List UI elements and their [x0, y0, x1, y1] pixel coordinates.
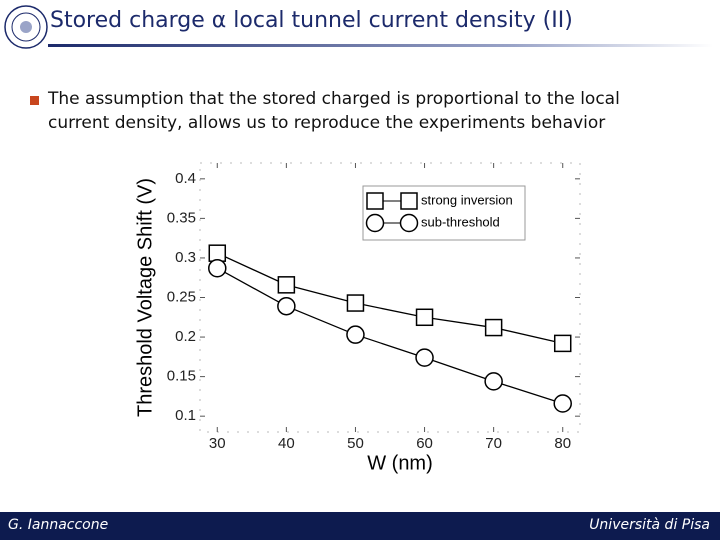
marker	[277, 276, 296, 294]
marker	[208, 244, 227, 262]
legend-box	[362, 185, 526, 241]
series-line	[216, 267, 563, 405]
marker	[553, 394, 572, 413]
title-rule	[48, 44, 713, 47]
bullet-text: current density, allows us to reproduce …	[48, 113, 606, 133]
y-tick-label: 0.2	[175, 328, 196, 345]
series-line	[217, 252, 563, 345]
marker	[208, 258, 227, 278]
bullet-marker	[30, 96, 39, 105]
footer-institution: Università di Pisa	[589, 517, 710, 533]
marker	[484, 372, 503, 391]
marker	[346, 294, 365, 312]
legend-marker	[399, 213, 419, 233]
y-tick-label: 0.1	[175, 407, 196, 424]
marker	[277, 296, 296, 316]
y-axis-label: Threshold Voltage Shift (V)	[134, 178, 156, 417]
chart: 0.1 0.15 0.2 0.25 0.3 0.35 0.4 30 40 50 60 70 80 W (n…	[134, 162, 581, 474]
marker	[553, 334, 572, 353]
marker	[484, 318, 503, 337]
y-tick-label: 0.35	[167, 209, 196, 226]
bullet-text: The assumption that the stored charged i…	[48, 89, 620, 109]
logo	[4, 5, 48, 49]
x-tick-label: 30	[209, 435, 226, 452]
x-tick-label: 80	[554, 435, 571, 452]
marker	[346, 325, 365, 344]
footer-bar	[0, 512, 720, 540]
x-tick-label: 50	[347, 435, 364, 452]
x-axis-label: W (nm)	[367, 452, 433, 474]
plot-area	[199, 162, 581, 433]
x-tick-label: 70	[485, 435, 502, 452]
x-tick-label: 60	[416, 435, 433, 452]
y-tick-label: 0.3	[175, 249, 196, 266]
y-tick-label: 0.4	[175, 170, 196, 187]
legend-marker	[400, 192, 418, 210]
legend-label: strong inversion	[421, 192, 513, 207]
slide-title: Stored charge α local tunnel current den…	[50, 8, 573, 33]
y-tick-label: 0.15	[167, 368, 196, 385]
marker	[415, 348, 434, 367]
x-tick-label: 40	[278, 435, 295, 452]
y-tick-label: 0.25	[167, 288, 196, 305]
legend-marker	[365, 213, 385, 233]
footer-author: G. Iannaccone	[8, 517, 109, 533]
marker	[415, 308, 434, 327]
legend-marker	[366, 192, 384, 210]
legend-label: sub-threshold	[421, 214, 500, 229]
